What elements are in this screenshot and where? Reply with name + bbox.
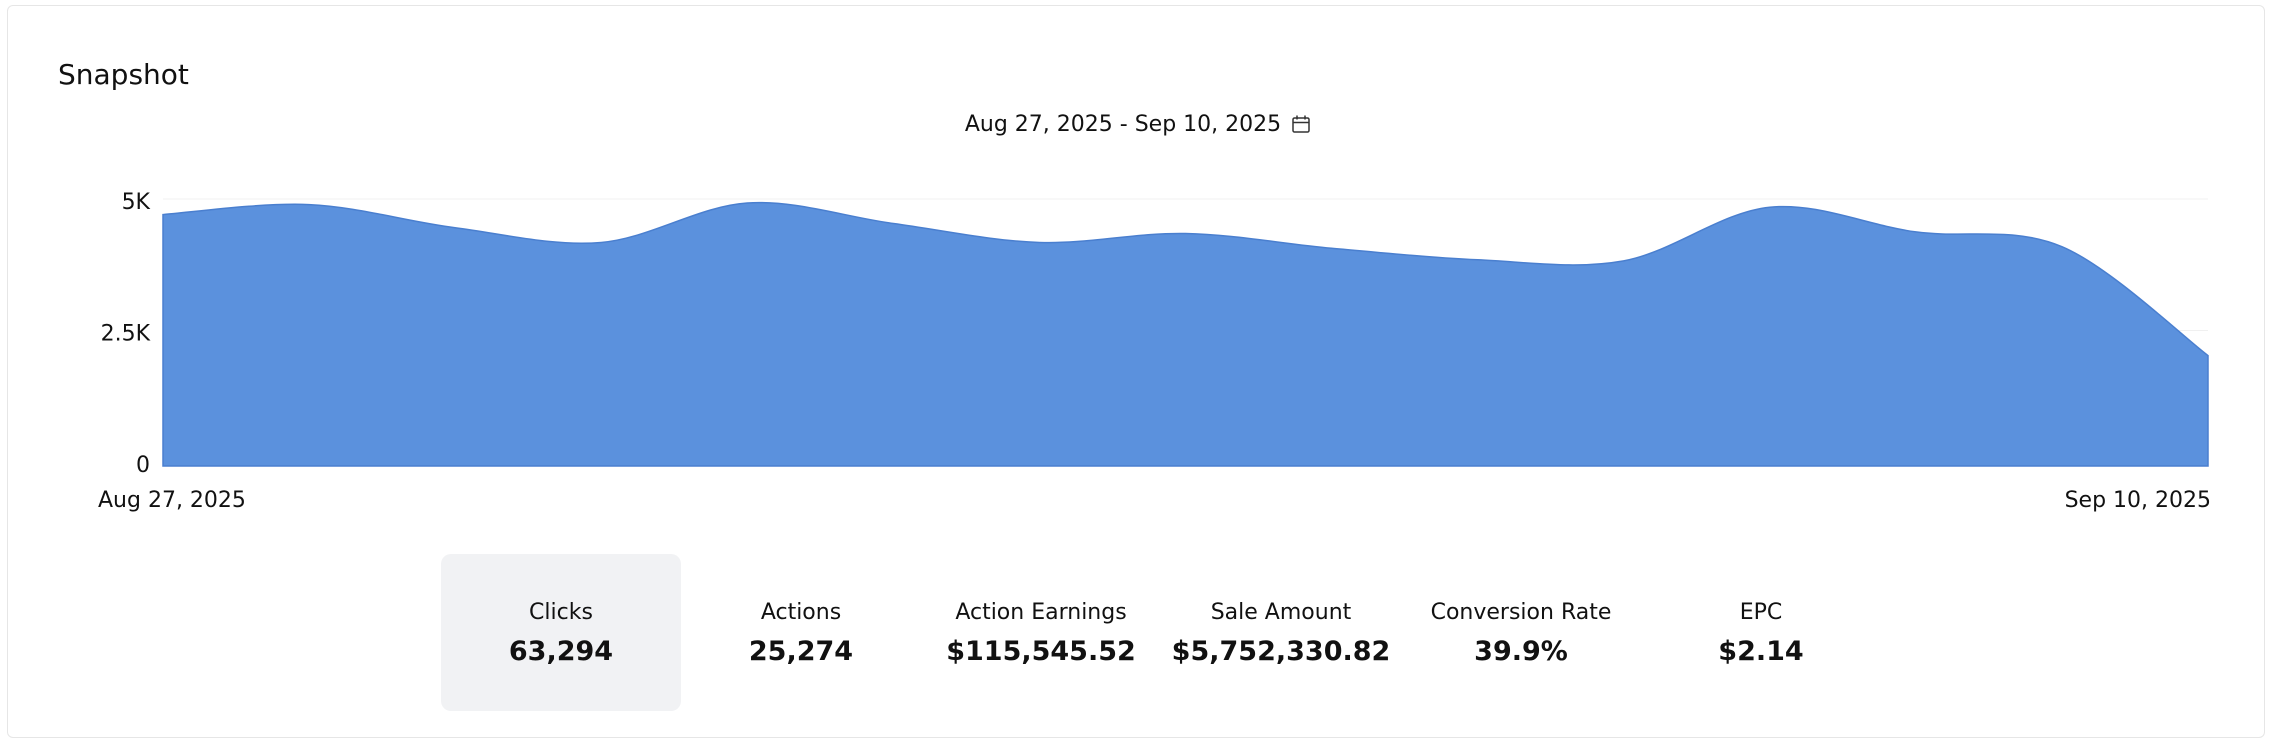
y-tick-label: 2.5K <box>101 322 151 347</box>
metric-label: Sale Amount <box>1210 600 1352 625</box>
x-tick-label: Aug 27, 2025 <box>98 488 246 513</box>
date-range-text: Aug 27, 2025 - Sep 10, 2025 <box>964 112 1282 137</box>
metric-tab[interactable]: Action Earnings $115,545.52 <box>921 554 1161 711</box>
y-tick-label: 0 <box>136 453 150 478</box>
snapshot-card <box>7 5 2265 738</box>
metric-label: Action Earnings <box>955 600 1127 625</box>
metric-value: 25,274 <box>748 636 854 667</box>
metric-tab[interactable]: Sale Amount $5,752,330.82 <box>1161 554 1401 711</box>
metric-value: 63,294 <box>508 636 614 667</box>
area <box>162 201 2209 467</box>
metric-value: 39.9% <box>1474 636 1568 667</box>
metric-value: $115,545.52 <box>946 636 1136 667</box>
metric-tab[interactable]: Actions 25,274 <box>681 554 921 711</box>
calendar-icon[interactable] <box>1291 114 1311 134</box>
metric-tab[interactable]: Conversion Rate 39.9% <box>1401 554 1641 711</box>
metric-value: $5,752,330.82 <box>1171 636 1391 667</box>
y-tick-label: 5K <box>122 190 151 215</box>
metric-value: $2.14 <box>1718 636 1804 667</box>
chart: 0 2.5K 5K Aug 27, 2025 Sep 10, 2025 <box>98 190 2211 513</box>
metric-tab[interactable]: EPC $2.14 <box>1641 554 1881 711</box>
x-tick-label: Sep 10, 2025 <box>2065 488 2211 513</box>
date-range[interactable]: Aug 27, 2025 - Sep 10, 2025 <box>0 112 2276 137</box>
metric-label: Clicks <box>529 600 593 625</box>
metric-label: Conversion Rate <box>1430 600 1612 625</box>
metric-tab[interactable]: Clicks 63,294 <box>441 554 681 711</box>
metric-label: Actions <box>760 600 842 625</box>
title: Snapshot <box>58 58 189 91</box>
metric-label: EPC <box>1739 600 1783 625</box>
